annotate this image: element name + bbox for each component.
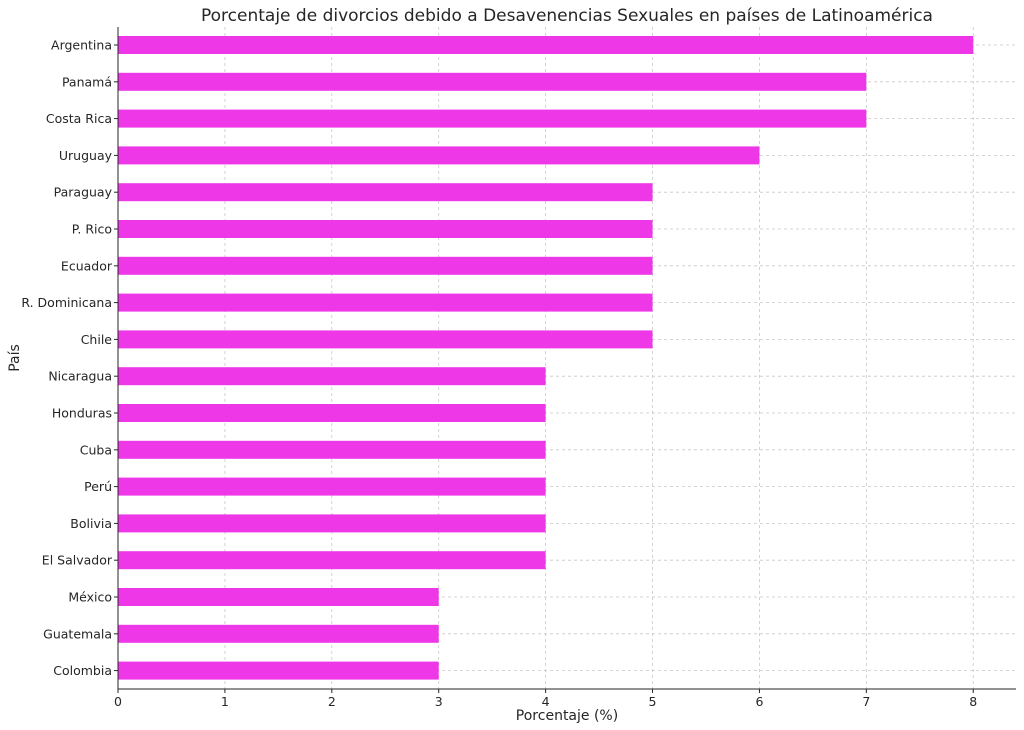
bar	[118, 440, 546, 459]
y-tick-label: Argentina	[51, 38, 112, 53]
bar	[118, 36, 974, 54]
x-tick-label: 7	[862, 694, 870, 709]
y-tick-label: Cuba	[80, 442, 112, 457]
bar	[118, 293, 653, 312]
y-tick-label: Ecuador	[61, 258, 113, 273]
y-tick-label: Perú	[84, 479, 112, 494]
y-tick-label: Uruguay	[59, 148, 113, 163]
x-tick-label: 5	[649, 694, 657, 709]
bar	[118, 367, 546, 386]
bar	[118, 477, 546, 496]
y-tick-label: México	[68, 590, 112, 605]
bar	[118, 220, 653, 238]
bar	[118, 514, 546, 533]
y-tick-label: Colombia	[53, 663, 112, 678]
x-tick-label: 4	[542, 694, 550, 709]
y-axis-label: País	[7, 344, 23, 372]
x-tick-label: 1	[221, 694, 229, 709]
y-tick-label: El Salvador	[42, 553, 113, 568]
y-tick-label: Chile	[81, 332, 113, 347]
y-tick-labels: Argentina Panamá Costa Rica Uruguay Paraguay…	[21, 38, 118, 678]
grid-lines	[118, 27, 1016, 689]
bar	[118, 551, 546, 570]
x-tick-label: 2	[328, 694, 336, 709]
x-tick-label: 3	[435, 694, 443, 709]
x-tick-label: 6	[755, 694, 763, 709]
y-tick-label: Panamá	[62, 74, 112, 89]
bar	[118, 183, 653, 202]
y-tick-label: Paraguay	[54, 185, 113, 200]
y-tick-label: Costa Rica	[46, 111, 112, 126]
y-tick-label: Nicaragua	[48, 369, 112, 384]
bar	[118, 624, 439, 643]
bar	[118, 588, 439, 606]
bar	[118, 146, 760, 165]
bar	[118, 661, 439, 680]
bar	[118, 404, 546, 422]
x-axis-label: Porcentaje (%)	[516, 708, 618, 724]
y-tick-label: Bolivia	[70, 516, 112, 531]
bar	[118, 109, 867, 128]
y-tick-label: R. Dominicana	[21, 295, 112, 310]
bars	[118, 36, 974, 680]
bar	[118, 256, 653, 275]
x-tick-labels: 0 1 2 3 4 5 6 7 8	[114, 689, 977, 709]
y-tick-label: P. Rico	[72, 222, 112, 237]
y-tick-label: Honduras	[52, 406, 112, 421]
x-tick-label: 0	[114, 694, 122, 709]
chart-title: Porcentaje de divorcios debido a Desaven…	[201, 6, 933, 26]
y-tick-label: Guatemala	[43, 626, 112, 641]
bar	[118, 72, 867, 91]
bar	[118, 330, 653, 349]
x-tick-label: 8	[969, 694, 977, 709]
